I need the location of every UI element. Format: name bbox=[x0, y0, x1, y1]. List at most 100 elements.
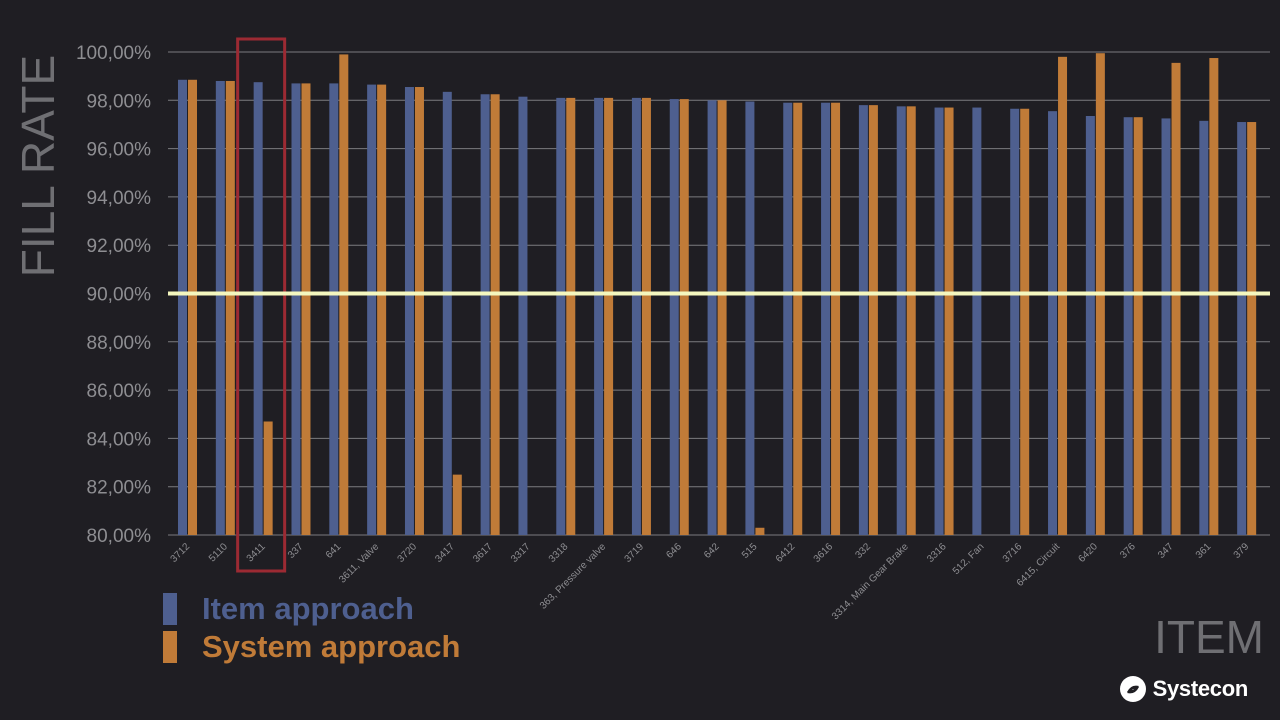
bar-system-approach bbox=[1171, 62, 1181, 536]
bar-item-approach bbox=[329, 83, 339, 536]
x-tick-label: 3316 bbox=[925, 541, 949, 565]
bar-system-approach bbox=[1020, 108, 1030, 535]
x-tick-label: 3719 bbox=[623, 541, 647, 565]
bar-item-approach bbox=[1085, 115, 1095, 535]
x-tick-label: 512, Fan bbox=[951, 541, 987, 577]
bar-system-approach bbox=[1209, 58, 1219, 535]
bar-item-approach bbox=[1048, 111, 1058, 535]
bar-item-approach bbox=[178, 79, 187, 536]
y-tick-label: 82,00% bbox=[87, 478, 152, 499]
bar-system-approach bbox=[906, 106, 916, 536]
bar-item-approach bbox=[858, 105, 868, 535]
x-tick-label: 5110 bbox=[207, 541, 230, 564]
y-tick-label: 100,00% bbox=[76, 43, 151, 64]
bar-item-approach bbox=[594, 97, 604, 535]
bar-item-approach bbox=[367, 84, 377, 535]
bar-item-approach bbox=[215, 80, 225, 535]
bar-system-approach bbox=[301, 83, 311, 536]
y-tick-label: 98,00% bbox=[87, 91, 152, 112]
legend-swatch-system-approach bbox=[163, 631, 177, 663]
bar-system-approach bbox=[490, 94, 500, 535]
bar-item-approach bbox=[934, 107, 944, 536]
bar-item-approach bbox=[1237, 122, 1247, 535]
bar-system-approach bbox=[831, 102, 841, 535]
bar-item-approach bbox=[1010, 108, 1020, 535]
bar-system-approach bbox=[717, 100, 727, 536]
legend-item-item-approach: Item approach bbox=[163, 590, 460, 628]
legend: Item approach System approach bbox=[163, 590, 460, 666]
bar-item-approach bbox=[669, 99, 679, 535]
y-tick-label: 94,00% bbox=[87, 188, 152, 209]
bar-system-approach bbox=[755, 527, 765, 535]
bar-item-approach bbox=[821, 102, 831, 535]
x-tick-label: 379 bbox=[1232, 541, 1252, 561]
x-tick-label: 6420 bbox=[1076, 541, 1100, 565]
bar-item-approach bbox=[1199, 120, 1209, 535]
y-tick-label: 86,00% bbox=[87, 381, 152, 402]
bar-item-approach bbox=[1161, 118, 1171, 535]
highlight-box bbox=[236, 37, 287, 573]
bar-item-approach bbox=[480, 94, 490, 535]
x-tick-label: 3616 bbox=[812, 541, 836, 565]
bar-item-approach bbox=[556, 97, 566, 535]
y-tick-label: 88,00% bbox=[87, 333, 152, 354]
x-tick-label: 3712 bbox=[169, 541, 193, 565]
x-tick-label: 3318 bbox=[547, 541, 571, 565]
bar-system-approach bbox=[944, 107, 954, 536]
x-tick-label: 3411 bbox=[245, 541, 268, 564]
y-tick-label: 90,00% bbox=[87, 285, 152, 306]
x-tick-label: 3417 bbox=[433, 541, 457, 565]
x-tick-label: 337 bbox=[286, 541, 306, 561]
y-tick-label: 80,00% bbox=[87, 526, 152, 547]
x-tick-label: 3617 bbox=[471, 541, 495, 565]
bar-system-approach bbox=[868, 105, 878, 535]
x-tick-label: 642 bbox=[702, 541, 722, 561]
x-tick-label: 332 bbox=[853, 541, 873, 561]
logo-text: Systecon bbox=[1152, 676, 1249, 701]
bar-system-approach bbox=[225, 80, 235, 535]
legend-label-item-approach: Item approach bbox=[202, 591, 414, 626]
bar-item-approach bbox=[1123, 117, 1133, 535]
bar-system-approach bbox=[452, 474, 462, 535]
bar-system-approach bbox=[679, 99, 689, 535]
bar-item-approach bbox=[783, 102, 793, 535]
bar-item-approach bbox=[631, 97, 641, 535]
x-tick-label: 515 bbox=[740, 541, 760, 561]
x-tick-label: 646 bbox=[664, 541, 684, 561]
systecon-logo-icon bbox=[1119, 676, 1146, 702]
x-tick-label: 3720 bbox=[396, 541, 420, 565]
bar-item-approach bbox=[896, 106, 906, 536]
bar-item-approach bbox=[253, 82, 263, 535]
bar-system-approach bbox=[604, 97, 614, 535]
y-tick-label: 96,00% bbox=[87, 140, 152, 161]
bar-system-approach bbox=[188, 79, 197, 536]
bar-system-approach bbox=[641, 97, 651, 535]
bar-item-approach bbox=[972, 107, 982, 536]
bar-system-approach bbox=[1247, 122, 1257, 535]
bar-system-approach bbox=[566, 97, 576, 535]
bar-item-approach bbox=[518, 96, 528, 536]
bar-item-approach bbox=[291, 83, 301, 536]
bar-system-approach bbox=[263, 421, 273, 535]
x-axis-title: ITEM bbox=[1154, 611, 1264, 663]
x-tick-label: 641 bbox=[324, 541, 344, 561]
x-tick-label: 363, Pressure valve bbox=[538, 541, 609, 612]
bar-item-approach bbox=[707, 100, 717, 536]
x-tick-label: 3317 bbox=[509, 541, 533, 565]
legend-item-system-approach: System approach bbox=[163, 628, 460, 666]
y-tick-label: 84,00% bbox=[87, 429, 152, 450]
bar-item-approach bbox=[404, 87, 414, 535]
bar-system-approach bbox=[414, 87, 424, 535]
bar-system-approach bbox=[1133, 117, 1143, 535]
bar-item-approach bbox=[442, 91, 452, 535]
y-axis-title: FILL RATE bbox=[12, 55, 64, 277]
x-tick-label: 3716 bbox=[1001, 541, 1025, 565]
bar-item-approach bbox=[745, 101, 755, 535]
bar-system-approach bbox=[1058, 56, 1068, 535]
systecon-logo: Systecon bbox=[1119, 675, 1248, 703]
x-tick-label: 347 bbox=[1156, 541, 1176, 561]
x-tick-label: 3314, Main Gear Brake bbox=[830, 541, 911, 622]
bar-system-approach bbox=[377, 84, 387, 535]
bar-system-approach bbox=[793, 102, 803, 535]
